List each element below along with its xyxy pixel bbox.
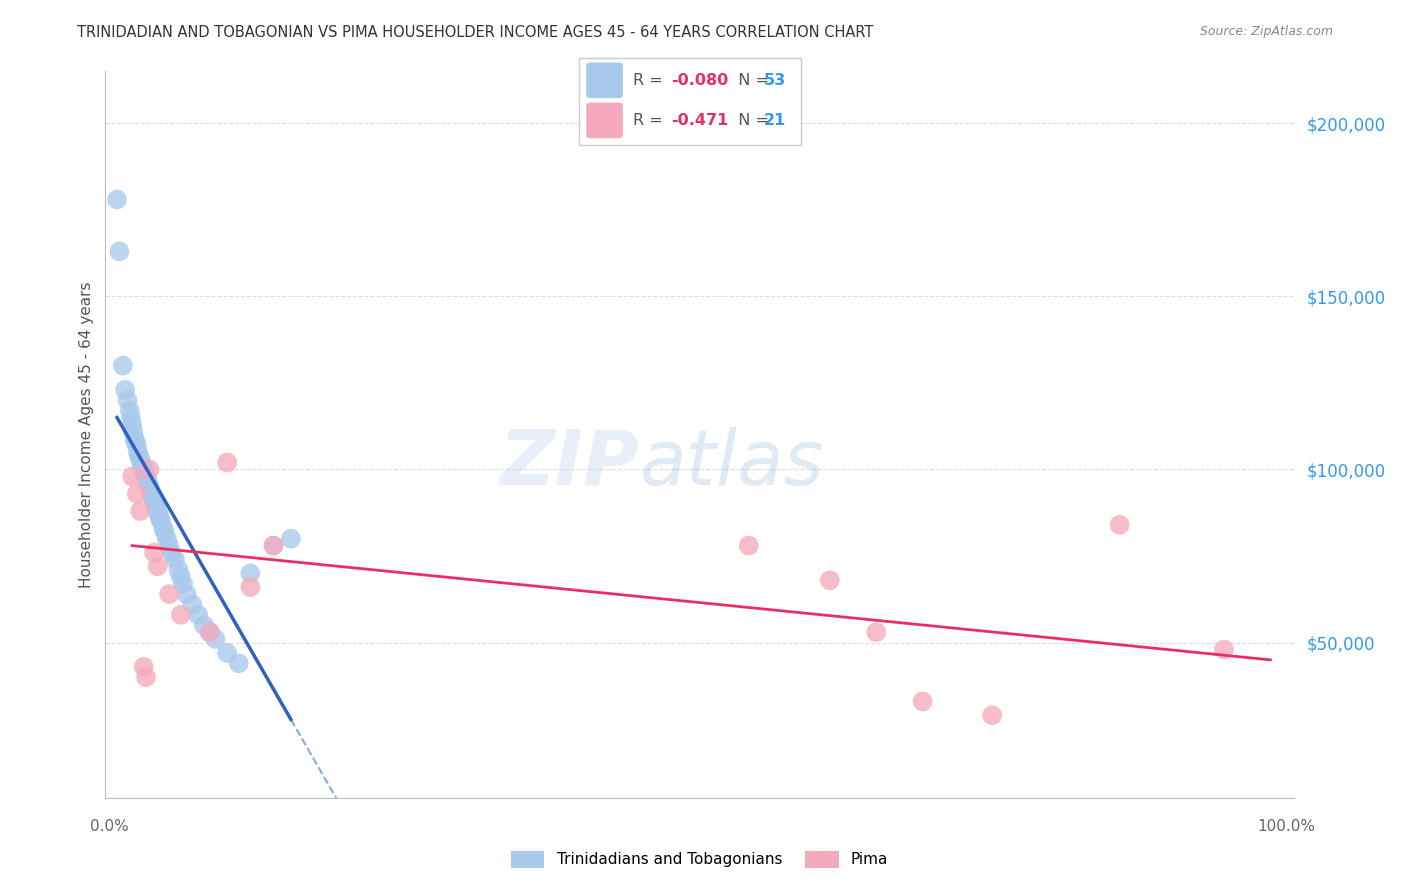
Point	[145, 500, 167, 515]
Text: N =: N =	[728, 113, 775, 128]
Point	[217, 456, 239, 470]
Text: atlas: atlas	[640, 427, 824, 501]
Point	[865, 625, 887, 640]
Point	[152, 521, 174, 535]
Point	[263, 539, 285, 553]
Point	[818, 573, 841, 587]
Point	[738, 539, 761, 553]
Point	[135, 469, 157, 483]
Point	[157, 587, 180, 601]
Point	[217, 646, 239, 660]
Point	[263, 539, 285, 553]
Point	[239, 566, 262, 581]
Point	[127, 445, 149, 459]
Point	[132, 660, 155, 674]
Point	[193, 618, 215, 632]
Text: -0.471: -0.471	[671, 113, 728, 128]
Point	[134, 466, 156, 480]
Point	[125, 486, 148, 500]
Point	[125, 438, 148, 452]
Point	[131, 456, 153, 470]
Legend: Trinidadians and Tobagonians, Pima: Trinidadians and Tobagonians, Pima	[505, 845, 894, 874]
Text: R =: R =	[633, 73, 668, 87]
Point	[135, 670, 157, 684]
Point	[141, 486, 163, 500]
Point	[128, 449, 150, 463]
Point	[148, 508, 170, 522]
Point	[239, 580, 262, 594]
Point	[146, 559, 169, 574]
Text: ZIP: ZIP	[501, 427, 640, 501]
Point	[153, 524, 176, 539]
Point	[121, 469, 143, 483]
Point	[198, 625, 221, 640]
Text: 53: 53	[763, 73, 786, 87]
Y-axis label: Householder Income Ages 45 - 64 years: Householder Income Ages 45 - 64 years	[79, 282, 94, 588]
Point	[143, 545, 166, 559]
Text: Source: ZipAtlas.com: Source: ZipAtlas.com	[1199, 25, 1333, 38]
Point	[138, 476, 160, 491]
Point	[170, 570, 193, 584]
Point	[146, 504, 169, 518]
Point	[170, 607, 193, 622]
Point	[105, 193, 128, 207]
Point	[139, 483, 162, 498]
Point	[121, 417, 143, 432]
Point	[1213, 642, 1236, 657]
Point	[108, 244, 131, 259]
Point	[1108, 517, 1130, 532]
Point	[150, 515, 173, 529]
Point	[228, 657, 250, 671]
Point	[160, 545, 183, 559]
Text: TRINIDADIAN AND TOBAGONIAN VS PIMA HOUSEHOLDER INCOME AGES 45 - 64 YEARS CORRELA: TRINIDADIAN AND TOBAGONIAN VS PIMA HOUSE…	[77, 25, 873, 40]
Point	[132, 462, 155, 476]
Point	[124, 431, 146, 445]
Point	[911, 694, 934, 708]
Text: N =: N =	[728, 73, 775, 87]
Point	[120, 410, 142, 425]
Text: -0.080: -0.080	[671, 73, 728, 87]
Point	[157, 539, 180, 553]
Point	[176, 587, 198, 601]
Point	[129, 452, 152, 467]
Text: R =: R =	[633, 113, 668, 128]
Point	[136, 473, 159, 487]
Point	[124, 434, 146, 449]
Point	[111, 359, 134, 373]
Point	[181, 598, 204, 612]
Point	[149, 511, 172, 525]
Point	[114, 383, 136, 397]
Point	[143, 497, 166, 511]
Point	[156, 532, 179, 546]
Text: 0.0%: 0.0%	[90, 820, 129, 834]
Point	[198, 625, 221, 640]
Text: 100.0%: 100.0%	[1257, 820, 1316, 834]
Point	[143, 493, 166, 508]
Text: 21: 21	[763, 113, 786, 128]
Point	[117, 393, 139, 408]
Point	[129, 504, 152, 518]
Point	[138, 462, 160, 476]
Point	[167, 563, 190, 577]
Point	[138, 480, 160, 494]
Point	[172, 576, 194, 591]
Point	[118, 403, 141, 417]
Point	[163, 552, 186, 566]
Point	[981, 708, 1004, 723]
Point	[142, 490, 165, 504]
Point	[204, 632, 226, 646]
Point	[187, 607, 209, 622]
Point	[131, 458, 153, 473]
Point	[122, 425, 145, 439]
Point	[280, 532, 302, 546]
